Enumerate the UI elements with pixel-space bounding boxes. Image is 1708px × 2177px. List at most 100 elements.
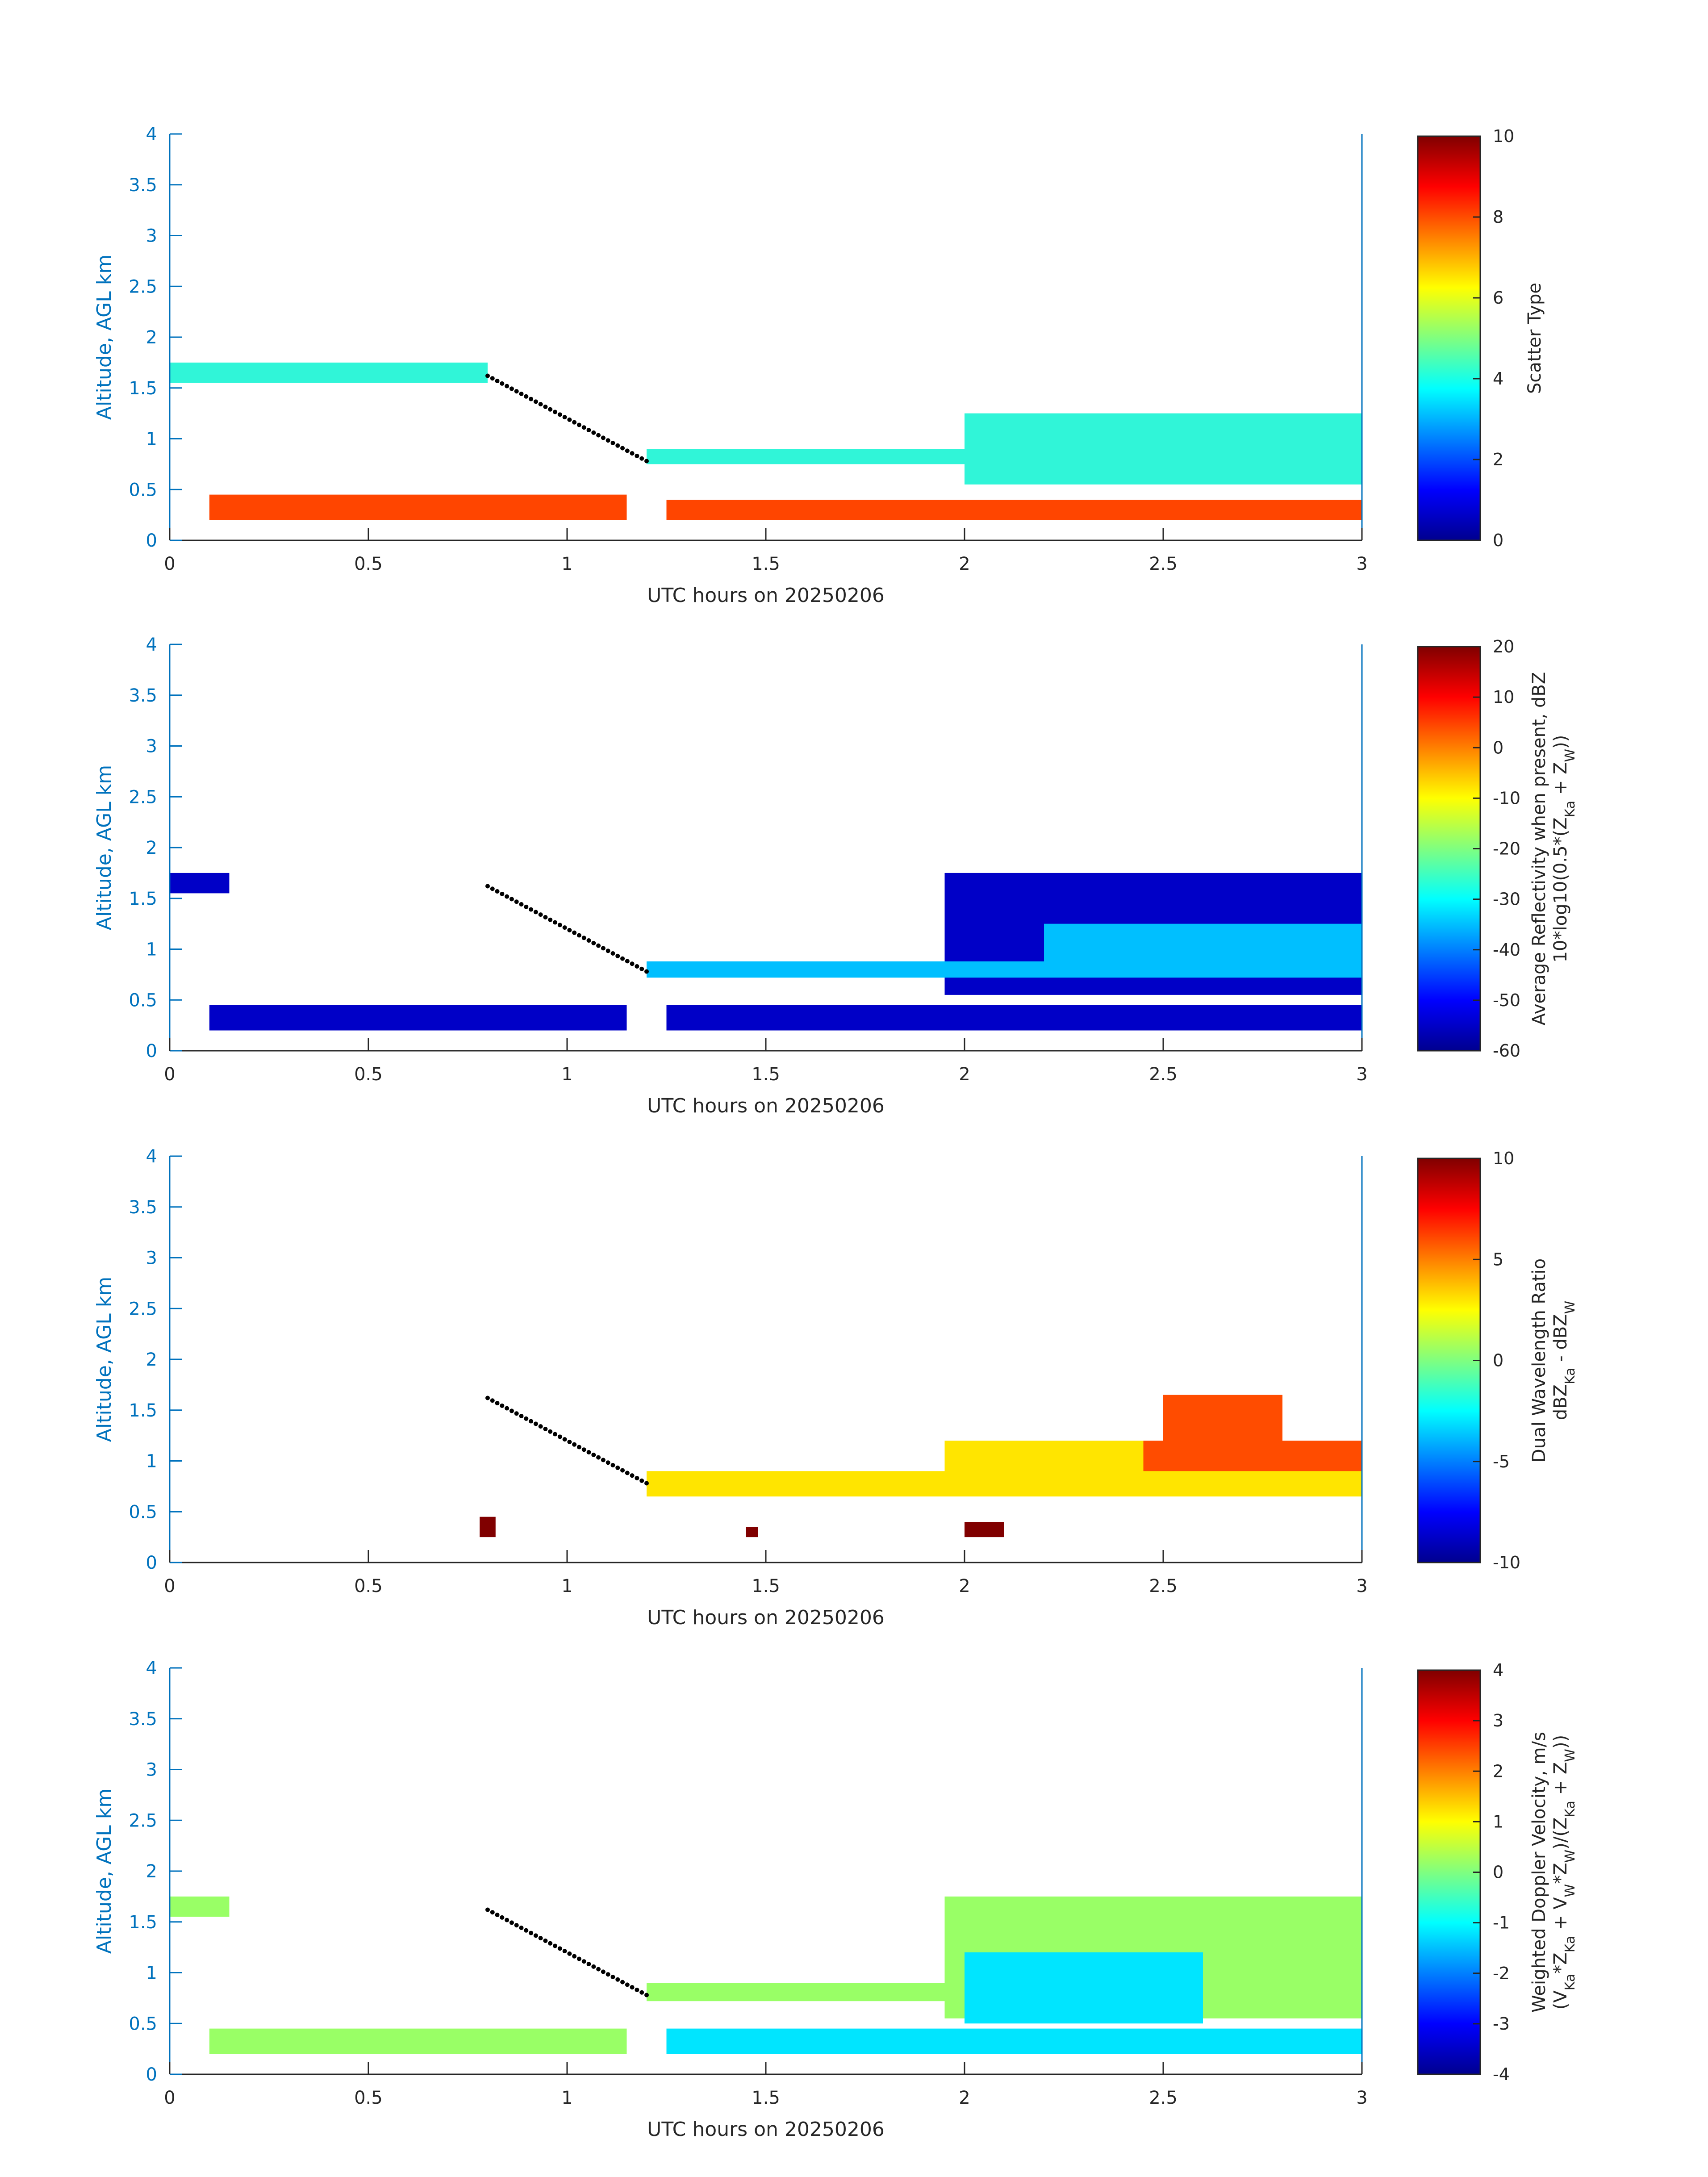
- melting-layer-dot: [485, 1396, 490, 1400]
- melting-layer-dot: [538, 402, 543, 407]
- data-region: [1044, 923, 1362, 965]
- melting-layer-dot: [543, 1426, 548, 1431]
- data-region: [209, 1005, 627, 1031]
- colorbar: -60 -50 -40 -30 -20 -10 0 10 20 Average Reflectiv…: [1417, 637, 1578, 1061]
- melting-layer-dot: [509, 897, 514, 902]
- melting-layer-dot: [644, 1481, 649, 1486]
- melting-layer-dot: [553, 920, 558, 925]
- melting-layer-dot: [610, 441, 615, 446]
- melting-layer-dot: [586, 1962, 591, 1967]
- x-tick-label: 2: [959, 554, 970, 574]
- melting-layer-dot: [500, 1403, 505, 1408]
- colorbar-tick-label: -2: [1493, 1964, 1510, 1983]
- melting-layer-dot: [509, 1408, 514, 1413]
- melting-layer-dot: [610, 1975, 615, 1980]
- x-tick-label: 2: [959, 2088, 970, 2108]
- colorbar-tick-label: -30: [1493, 890, 1520, 909]
- x-tick-label: 2.5: [1149, 1064, 1178, 1085]
- y-tick-label: 3.5: [129, 1197, 157, 1218]
- melting-layer-dot: [529, 1930, 534, 1935]
- x-tick-label: 2: [959, 1064, 970, 1085]
- melting-layer-dot: [639, 456, 644, 461]
- melting-layer-dot: [576, 1445, 581, 1450]
- melting-layer-dot: [514, 1923, 519, 1928]
- melting-layer-dot: [615, 1465, 620, 1470]
- melting-layer-dot: [490, 376, 495, 381]
- colorbar-gradient: [1417, 135, 1481, 541]
- panels: 0 0.5 1 1.5 2 2.5 3 3.5 4 0 0.5 1 1.5 2 2.5 3 UTC hours …: [93, 124, 1578, 2141]
- melting-layer-dot: [543, 1938, 548, 1943]
- melting-layer-dot: [519, 1925, 524, 1930]
- y-tick-label: 2: [146, 327, 157, 348]
- melting-layer-dot: [606, 1972, 610, 1977]
- melting-layer-dot: [505, 1918, 509, 1922]
- y-tick-label: 0: [146, 1041, 157, 1061]
- melting-layer-dot: [591, 1964, 596, 1969]
- colorbar: -10 -5 0 5 10 Dual Wavelength Ratio dBZKa - dB…: [1417, 1149, 1578, 1572]
- colorbar-tick-label: 6: [1493, 288, 1503, 308]
- y-axis-label: Altitude, AGL km: [93, 765, 116, 930]
- melting-layer-dot: [572, 1442, 577, 1447]
- colorbar-tick-label: 5: [1493, 1249, 1503, 1269]
- melting-layer-dot: [572, 420, 577, 425]
- melting-layer-dot: [524, 1928, 529, 1933]
- y-tick-label: 3: [146, 1248, 157, 1269]
- colorbar-tick-label: -60: [1493, 1041, 1520, 1061]
- melting-layer-dot: [548, 1429, 553, 1434]
- melting-layer-dots: [485, 884, 649, 974]
- melting-layer-dot: [596, 1967, 601, 1972]
- y-tick-label: 2: [146, 1861, 157, 1882]
- colorbar-tick-label: 0: [1493, 1863, 1503, 1882]
- data-region: [965, 1522, 1004, 1538]
- melting-layer-dot: [485, 884, 490, 889]
- colorbar-tick-label: -40: [1493, 940, 1520, 960]
- colorbar-label: Average Reflectivity when present, dBZ: [1529, 672, 1549, 1025]
- melting-layer-dot: [557, 923, 562, 928]
- melting-layer-dot: [485, 373, 490, 378]
- y-tick-label: 2: [146, 1350, 157, 1370]
- data-region: [965, 413, 1362, 485]
- colorbar-tick-label: 10: [1493, 126, 1514, 146]
- melting-layer-dot: [610, 1463, 615, 1468]
- y-tick-label: 0: [146, 2064, 157, 2085]
- y-tick-label: 3: [146, 736, 157, 757]
- melting-layer-dot: [625, 1471, 630, 1475]
- melting-layer-dot: [533, 1421, 538, 1426]
- x-tick-label: 1.5: [752, 2088, 780, 2108]
- colorbar-tick-label: -5: [1493, 1452, 1510, 1471]
- melting-layer-dot: [500, 1915, 505, 1920]
- melting-layer-dot: [519, 902, 524, 907]
- melting-layer-dot: [615, 443, 620, 448]
- x-tick-label: 2.5: [1149, 1576, 1178, 1596]
- data-cells: [170, 362, 1362, 520]
- melting-layer-dot: [630, 451, 635, 456]
- colorbar: 0 2 4 6 8 10 Scatter Type: [1417, 126, 1545, 550]
- x-tick-label: 3: [1356, 1576, 1367, 1596]
- melting-layer-dot: [495, 1913, 500, 1918]
- x-tick-label: 1.5: [752, 554, 780, 574]
- melting-layer-dot: [519, 1413, 524, 1418]
- data-region: [170, 1896, 230, 1917]
- melting-layer-dot: [644, 969, 649, 974]
- melting-layer-dot: [615, 953, 620, 958]
- melting-layer-dot: [562, 415, 567, 420]
- y-axis-label: Altitude, AGL km: [93, 1788, 116, 1954]
- melting-layer-dot: [505, 384, 509, 389]
- colorbar-label: 10*log10(0.5*(ZKa + ZW)): [1550, 735, 1578, 963]
- melting-layer-dot: [644, 459, 649, 464]
- melting-layer-dot: [538, 912, 543, 917]
- x-tick-label: 1: [561, 1576, 572, 1596]
- melting-layer-dot: [591, 430, 596, 435]
- melting-layer-dot: [635, 1987, 639, 1992]
- melting-layer-dots: [485, 373, 649, 464]
- y-tick-label: 0: [146, 531, 157, 551]
- colorbar-tick-label: 2: [1493, 1761, 1503, 1781]
- y-tick-label: 0: [146, 1553, 157, 1573]
- melting-layer-dot: [576, 422, 581, 427]
- x-tick-label: 1: [561, 2088, 572, 2108]
- x-tick-label: 1.5: [752, 1576, 780, 1596]
- melting-layer-dot: [581, 425, 586, 430]
- x-tick-label: 2: [959, 1576, 970, 1596]
- melting-layer-dot: [505, 1406, 509, 1411]
